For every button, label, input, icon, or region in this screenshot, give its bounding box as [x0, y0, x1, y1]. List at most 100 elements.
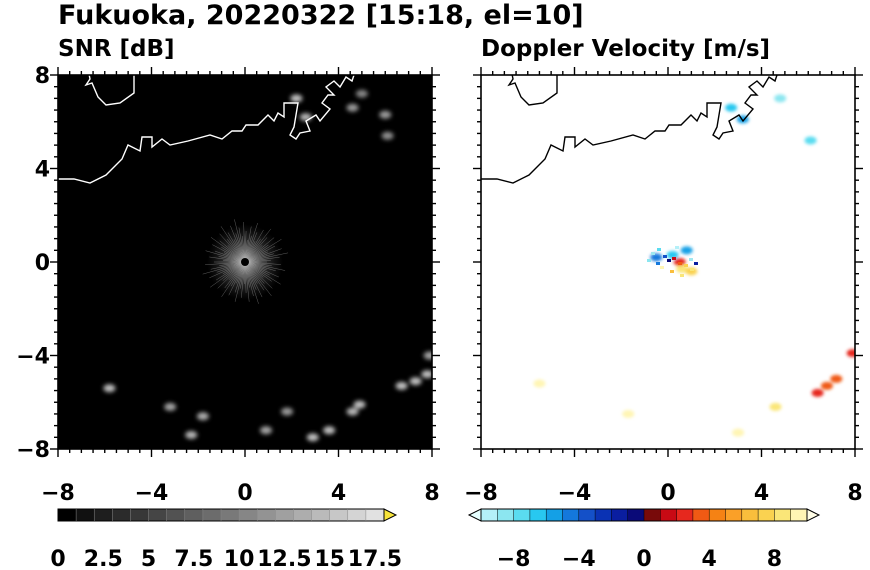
snr-clutter-ray — [244, 261, 281, 285]
doppler-colorbar-bin — [725, 509, 743, 521]
snr-echo — [379, 110, 392, 119]
snr-clutter-ray — [244, 261, 265, 291]
snr-ticks — [50, 67, 440, 457]
doppler-echo — [732, 428, 745, 437]
snr-colorbar-bin — [130, 509, 149, 521]
snr-clutter-ray — [244, 261, 250, 302]
snr-clutter-ray — [228, 261, 246, 296]
doppler-clutter-pixel — [689, 258, 693, 261]
doppler-colorbar-extend-high — [806, 508, 821, 522]
snr-colorbar-bin — [257, 509, 276, 521]
snr-clutter-ray — [221, 261, 246, 297]
snr-x-tick-label: 8 — [424, 481, 439, 506]
snr-clutter-ray — [244, 244, 269, 263]
snr-clutter-ray — [240, 261, 246, 298]
snr-colorbar-bin — [112, 509, 131, 521]
snr-colorbar-bin — [94, 509, 113, 521]
snr-clutter-ray — [244, 222, 258, 263]
snr-clutter-ray — [244, 261, 276, 272]
snr-clutter-ray — [244, 261, 263, 298]
snr-colorbar — [57, 508, 398, 522]
doppler-coastline — [481, 75, 778, 184]
snr-y-tick-label: 4 — [35, 158, 50, 183]
snr-panel: SNR [dB] −8 −4 0 4 8 8 4 0 −4 −8 — [16, 36, 440, 570]
doppler-panel-title: Doppler Velocity [m/s] — [481, 36, 770, 62]
snr-colorbar-bin — [221, 509, 240, 521]
snr-colorbar-label: 10 — [224, 547, 255, 570]
snr-clutter-ray — [244, 261, 264, 278]
doppler-colorbar-bin — [692, 509, 710, 521]
doppler-x-tick-label: −8 — [464, 481, 498, 506]
doppler-colorbar-label: −8 — [497, 547, 531, 570]
snr-colorbar-extend-high — [383, 508, 398, 522]
doppler-clutter-pixel — [680, 274, 684, 277]
doppler-echo — [676, 265, 689, 274]
doppler-colorbar-bin — [709, 509, 726, 521]
snr-clutter-ray — [244, 261, 286, 271]
doppler-echoes — [533, 94, 855, 437]
snr-clutter-ray — [210, 261, 246, 270]
doppler-colorbar — [467, 508, 821, 522]
snr-clutter-ray — [205, 250, 246, 263]
snr-colorbar-bin — [58, 509, 77, 521]
snr-clutter-ray — [216, 261, 246, 281]
snr-clutter-ray — [219, 233, 246, 263]
doppler-colorbar-bin — [644, 509, 661, 521]
doppler-colorbar-bin — [676, 509, 694, 521]
doppler-colorbar-bin — [497, 509, 514, 521]
snr-clutter-ray — [214, 250, 246, 263]
doppler-echo — [769, 402, 782, 411]
snr-x-tick-label: 0 — [237, 481, 252, 506]
doppler-colorbar-bin — [578, 509, 596, 521]
snr-clutter-ray — [205, 261, 246, 266]
doppler-colorbar-bin — [741, 509, 759, 521]
snr-colorbar-label: 5 — [141, 547, 156, 570]
snr-colorbar-bin — [329, 509, 349, 521]
doppler-clutter-pixel — [678, 262, 682, 265]
doppler-clutter-pixel — [694, 262, 698, 265]
doppler-colorbar-bin — [562, 509, 580, 521]
snr-clutter-ray — [243, 222, 246, 263]
doppler-echo — [650, 253, 663, 262]
snr-colorbar-label: 17.5 — [348, 547, 402, 570]
snr-clutter-ray — [234, 261, 246, 293]
snr-y-tick-labels: 8 4 0 −4 −8 — [16, 64, 50, 463]
doppler-clutter-pixel — [660, 266, 664, 269]
doppler-echo — [774, 94, 787, 103]
snr-clutter-ray — [244, 252, 289, 263]
snr-clutter-ray — [244, 261, 281, 265]
snr-x-tick-label: −4 — [135, 481, 169, 506]
snr-clutter-ray — [244, 232, 258, 263]
snr-colorbar-label: 0 — [50, 547, 65, 570]
snr-clutter-ray — [244, 256, 280, 263]
doppler-x-tick-labels: −8 −4 0 4 8 — [464, 481, 863, 506]
snr-clutter-ray — [244, 261, 272, 282]
snr-echo — [353, 400, 366, 409]
snr-colorbar-bin — [365, 509, 385, 521]
snr-clutter-ray — [244, 261, 272, 297]
doppler-colorbar-bin — [660, 509, 677, 521]
doppler-colorbar-bin — [595, 509, 612, 521]
snr-y-tick-label: 0 — [35, 251, 50, 276]
snr-clutter-ray — [244, 261, 273, 289]
snr-colorbar-labels: 0 2.5 5 7.5 10 12.5 15 17.5 — [50, 547, 402, 570]
snr-clutter-ray — [226, 238, 246, 263]
snr-clutter-ray — [244, 228, 272, 263]
snr-clutter-ray — [244, 259, 271, 263]
doppler-echo — [830, 374, 843, 383]
doppler-clutter-pixel — [651, 252, 655, 255]
snr-echo — [164, 402, 177, 411]
doppler-x-tick-label: 4 — [754, 481, 769, 506]
snr-clutter-ray — [202, 261, 246, 275]
snr-clutter-ray — [244, 261, 247, 293]
snr-clutter-ray — [244, 238, 261, 263]
snr-clutter-ray — [222, 261, 246, 281]
snr-echo — [323, 426, 336, 435]
snr-coastline — [58, 75, 355, 184]
snr-clutter-ray — [244, 261, 259, 304]
snr-clutter-ray — [244, 229, 264, 263]
doppler-echo — [622, 409, 635, 418]
snr-echo — [409, 377, 422, 386]
snr-clutter-ray — [227, 232, 246, 263]
